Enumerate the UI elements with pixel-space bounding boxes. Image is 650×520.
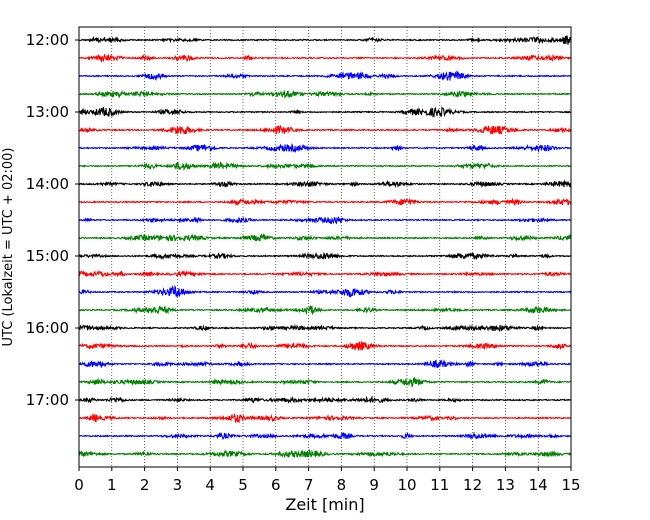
y-tick-label: 15:00: [26, 247, 69, 265]
trace-group: [78, 35, 572, 459]
x-tick-label: 4: [205, 476, 215, 494]
trace-1545: [78, 305, 572, 316]
trace-1615: [78, 341, 572, 351]
trace-1600: [78, 323, 572, 333]
trace-1445: [78, 232, 572, 242]
x-tick-label: 13: [496, 476, 515, 494]
trace-1330: [78, 143, 572, 154]
trace-1315: [78, 124, 572, 135]
x-tick-label: 12: [463, 476, 482, 494]
x-tick-label: 14: [529, 476, 548, 494]
y-tick-label: 17:00: [26, 391, 69, 409]
y-tick-label: 16:00: [26, 319, 69, 337]
x-axis-label: Zeit [min]: [285, 495, 364, 514]
trace-1500: [78, 251, 572, 261]
trace-1645: [78, 376, 572, 387]
y-tick-label: 12:00: [26, 31, 69, 49]
x-tick-label: 7: [304, 476, 314, 494]
trace-1630: [78, 359, 572, 368]
trace-1415: [78, 197, 572, 206]
trace-1430: [78, 216, 572, 225]
trace-1715: [78, 413, 572, 424]
x-tick-label: 10: [397, 476, 416, 494]
trace-1730: [78, 431, 572, 441]
x-tick-label: 8: [337, 476, 347, 494]
trace-1700: [78, 395, 572, 404]
x-tick-label: 5: [238, 476, 248, 494]
x-axis: 0 1 2 3 4 5 6 7 8 9 10 11 12 13 14 15: [74, 467, 581, 494]
x-tick-label: 1: [107, 476, 117, 494]
plot-frame: [78, 26, 572, 468]
trace-1745: [78, 448, 572, 459]
x-tick-label: 11: [430, 476, 449, 494]
x-tick-label: 3: [173, 476, 183, 494]
trace-1200: [78, 35, 572, 45]
trace-1300: [78, 105, 572, 118]
trace-1230: [78, 70, 572, 81]
y-axis: 12:00 13:00 14:00 15:00 16:00 17:00: [26, 31, 79, 409]
trace-1345: [78, 160, 572, 171]
x-tick-label: 9: [369, 476, 379, 494]
x-tick-label: 2: [140, 476, 150, 494]
x-tick-label: 6: [271, 476, 281, 494]
trace-1530: [78, 284, 572, 298]
x-tick-label: 15: [561, 476, 580, 494]
trace-1245: [78, 89, 572, 100]
y-axis-label: UTC (Lokalzeit = UTC + 02:00): [1, 148, 16, 347]
y-tick-label: 13:00: [26, 103, 69, 121]
trace-1400: [78, 179, 572, 189]
y-tick-label: 14:00: [26, 175, 69, 193]
plot-background: [79, 27, 571, 467]
trace-1515: [78, 269, 572, 278]
x-tick-label: 0: [74, 476, 84, 494]
trace-1215: [78, 53, 572, 63]
